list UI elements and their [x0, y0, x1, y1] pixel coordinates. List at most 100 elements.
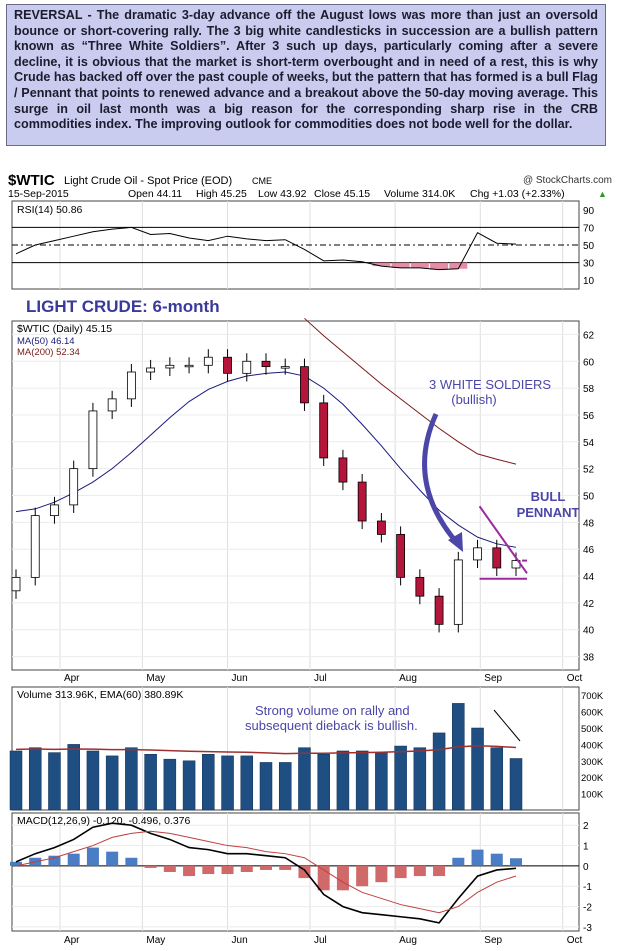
symbol-label: $WTIC: [8, 172, 55, 189]
macd-histogram-bar: [452, 857, 465, 866]
price-tick-label: 56: [583, 411, 595, 422]
instrument-name: Light Crude Oil - Spot Price (EOD): [64, 175, 232, 187]
candle-up: [453, 559, 463, 625]
macd-tick-label: -2: [583, 903, 592, 914]
price-tick-label: 52: [583, 465, 595, 476]
volume-bar: [240, 755, 254, 811]
volume-value: Volume 314.0K: [384, 188, 455, 200]
candle-down: [319, 402, 329, 459]
month-tick-label: Aug: [399, 935, 417, 946]
volume-bar: [413, 747, 427, 811]
month-tick-label: Apr: [64, 935, 80, 946]
change-up-icon: ▲: [598, 189, 607, 199]
macd-histogram-bar: [106, 851, 119, 866]
volume-tick-label: 200K: [581, 773, 604, 784]
volume-note-line: [493, 709, 521, 742]
volume-tick-label: 600K: [581, 708, 604, 719]
month-tick-label: Jun: [232, 673, 248, 684]
candle-up: [126, 371, 136, 400]
candle-down: [492, 547, 502, 569]
open-value: Open 44.11: [128, 188, 182, 200]
month-tick-label: May: [146, 673, 165, 684]
macd-line: [15, 822, 517, 924]
volume-tick-label: 400K: [581, 740, 604, 751]
volume-bar: [278, 762, 292, 811]
month-tick-label: Jun: [232, 935, 248, 946]
stock-chart: $WTIC Light Crude Oil - Spot Price (EOD)…: [0, 168, 618, 946]
candle-up: [107, 398, 117, 412]
rsi-tick-label: 10: [583, 276, 595, 287]
macd-tick-label: -1: [583, 882, 592, 893]
close-value: Close 45.15: [314, 188, 370, 200]
volume-bar: [394, 745, 407, 811]
month-tick-label: Apr: [64, 673, 80, 684]
macd-histogram-bar: [510, 858, 522, 866]
date-label: 15-Sep-2015: [8, 188, 69, 200]
rsi-legend: RSI(14) 50.86: [17, 204, 83, 216]
rsi-tick-label: 50: [583, 241, 595, 252]
macd-histogram-bar: [356, 865, 369, 887]
macd-histogram-bar: [221, 865, 234, 875]
volume-ema-line: [15, 744, 517, 755]
candle-up: [11, 576, 21, 592]
candle-down: [357, 481, 367, 522]
rsi-oversold-fill: [449, 262, 468, 269]
pennant-annotation-sub: PENNANT: [517, 505, 580, 520]
price-tick-label: 62: [583, 330, 595, 341]
volume-bar: [355, 750, 369, 811]
volume-tick-label: 700K: [581, 691, 604, 702]
volume-bar: [221, 755, 234, 811]
macd-histogram-bar: [144, 865, 157, 868]
rsi-tick-label: 90: [583, 206, 595, 217]
month-tick-label: Jul: [314, 673, 327, 684]
volume-bar: [48, 752, 61, 811]
macd-histogram-bar: [413, 865, 426, 877]
price-tick-label: 46: [583, 545, 595, 556]
macd-histogram-bar: [240, 865, 253, 872]
macd-histogram-bar: [375, 865, 388, 883]
macd-histogram-bar: [86, 847, 99, 866]
volume-tick-label: 100K: [581, 790, 604, 801]
volume-tick-label: 300K: [581, 757, 604, 768]
price-tick-label: 48: [583, 518, 595, 529]
candle-down: [434, 595, 444, 625]
macd-tick-label: 2: [583, 821, 589, 832]
candle-up: [473, 547, 482, 561]
price-tick-label: 58: [583, 384, 595, 395]
pennant-upper-line: [478, 505, 528, 574]
price-tick-label: 60: [583, 357, 595, 368]
candle-down: [223, 356, 232, 374]
macd-legend: MACD(12,26,9) -0.120, -0.496, 0.376: [17, 815, 191, 827]
macd-tick-label: -3: [583, 923, 592, 934]
candle-up: [184, 364, 194, 368]
rsi-line: [15, 226, 517, 271]
month-tick-label: Sep: [484, 673, 502, 684]
volume-bar: [452, 703, 465, 811]
volume-bar: [202, 753, 215, 811]
macd-histogram-bar: [163, 865, 176, 872]
chart-svg: $WTIC Light Crude Oil - Spot Price (EOD)…: [0, 168, 618, 946]
low-value: Low 43.92: [258, 188, 307, 200]
macd-histogram-bar: [202, 865, 215, 875]
price-tick-label: 38: [583, 653, 595, 664]
macd-histogram-bar: [48, 855, 61, 866]
macd-histogram-bar: [67, 853, 80, 866]
macd-histogram-bar: [471, 849, 484, 866]
candle-down: [300, 366, 309, 404]
month-tick-label: Jul: [314, 935, 327, 946]
macd-histogram-bar: [394, 865, 407, 879]
candle-up: [50, 504, 59, 517]
macd-histogram-bar: [260, 865, 272, 870]
volume-bar: [432, 732, 446, 811]
price-tick-label: 42: [583, 599, 595, 610]
high-value: High 45.25: [196, 188, 247, 200]
volume-bar: [298, 747, 311, 811]
month-tick-label: Aug: [399, 673, 417, 684]
ma200-legend: MA(200) 52.34: [17, 347, 80, 358]
ma200-line: [304, 317, 517, 465]
soldiers-annotation: 3 WHITE SOLDIERS: [429, 377, 551, 392]
candle-up: [88, 410, 98, 470]
rsi-oversold-fill: [410, 262, 429, 268]
ma50-legend: MA(50) 46.14: [17, 336, 75, 347]
macd-panel: [11, 812, 580, 932]
